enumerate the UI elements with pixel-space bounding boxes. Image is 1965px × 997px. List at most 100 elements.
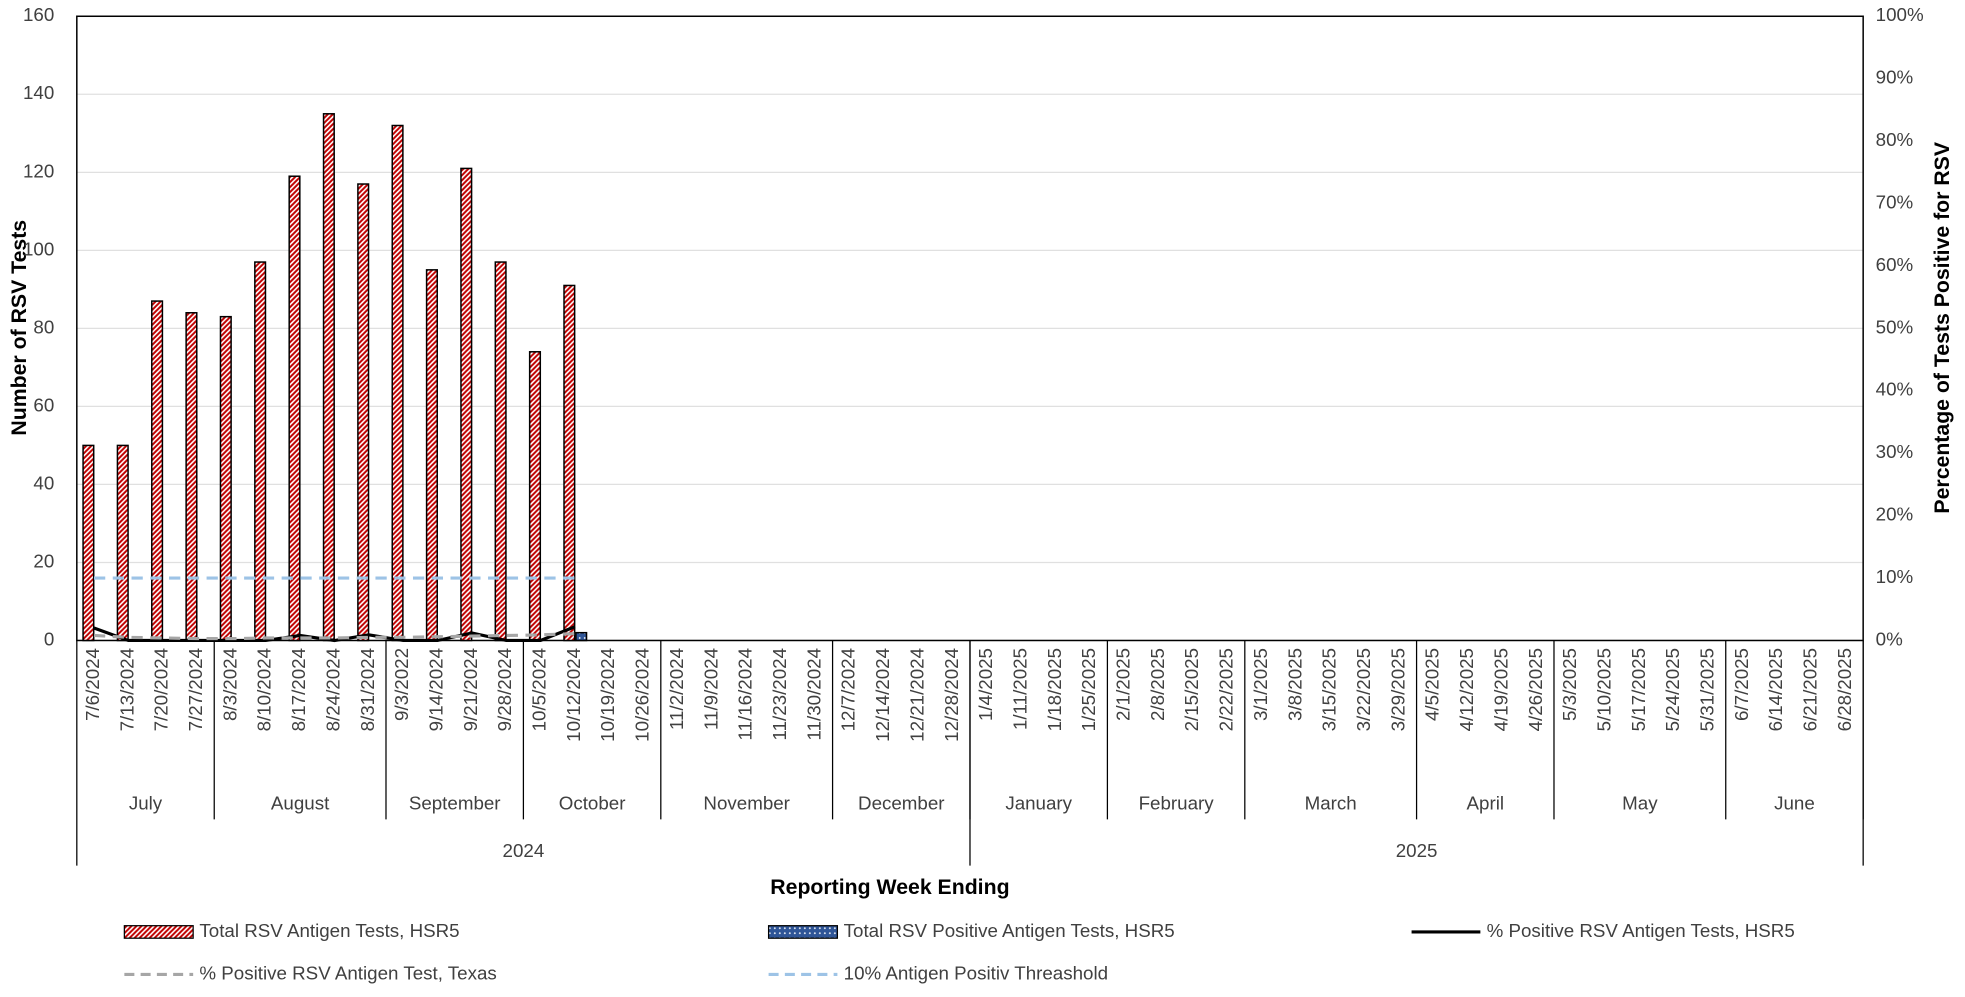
y2-tick-label: 60% — [1876, 254, 1914, 275]
x-tick-label: 3/22/2025 — [1353, 648, 1374, 731]
month-label: November — [703, 792, 790, 813]
x-tick-label: 11/2/2024 — [666, 648, 687, 730]
y2-tick-label: 0% — [1876, 628, 1903, 649]
y-tick-label: 20 — [33, 550, 54, 571]
month-label: June — [1774, 792, 1815, 813]
x-tick-label: 10/19/2024 — [597, 648, 618, 742]
month-label: July — [129, 792, 163, 813]
y2-tick-label: 20% — [1876, 504, 1914, 525]
y2-tick-label: 30% — [1876, 441, 1914, 462]
x-tick-label: 11/9/2024 — [700, 648, 721, 730]
x-tick-label: 7/27/2024 — [185, 648, 206, 731]
x-tick-label: 4/19/2025 — [1490, 648, 1511, 731]
legend-label: Total RSV Antigen Tests, HSR5 — [199, 920, 459, 941]
month-label: February — [1139, 792, 1215, 813]
x-tick-label: 7/20/2024 — [151, 648, 172, 731]
x-tick-label: 3/29/2025 — [1387, 648, 1408, 731]
legend-label: % Positive RSV Antigen Tests, HSR5 — [1487, 920, 1795, 941]
x-tick-label: 10/12/2024 — [563, 648, 584, 742]
month-label: April — [1467, 792, 1505, 813]
bar — [185, 312, 198, 642]
bar — [563, 284, 576, 642]
bar — [219, 315, 232, 642]
x-tick-label: 5/3/2025 — [1559, 648, 1580, 721]
x-tick-label: 6/14/2025 — [1765, 648, 1786, 731]
bar — [322, 113, 335, 642]
x-tick-label: 3/1/2025 — [1250, 648, 1271, 721]
x-tick-label: 2/22/2025 — [1216, 648, 1237, 731]
line — [93, 632, 575, 641]
y2-tick-label: 70% — [1876, 191, 1914, 212]
x-tick-label: 9/21/2024 — [460, 648, 481, 731]
y-tick-label: 140 — [23, 82, 54, 103]
x-tick-label: 7/6/2024 — [82, 648, 103, 721]
month-label: October — [559, 792, 626, 813]
y2-tick-label: 40% — [1876, 379, 1914, 400]
x-tick-label: 11/16/2024 — [735, 648, 756, 740]
x-tick-label: 12/28/2024 — [941, 648, 962, 742]
x-tick-label: 8/3/2024 — [219, 648, 240, 721]
bar — [425, 269, 438, 642]
bar — [151, 300, 164, 642]
x-tick-label: 6/28/2025 — [1834, 648, 1855, 731]
x-tick-label: 1/18/2025 — [1044, 648, 1065, 731]
legend-label: 10% Antigen Positiv Threashold — [844, 962, 1108, 983]
y-tick-label: 160 — [23, 4, 54, 25]
y-tick-label: 40 — [33, 472, 54, 493]
x-tick-label: 8/24/2024 — [322, 648, 343, 731]
bar — [528, 351, 542, 642]
x-tick-label: 4/26/2025 — [1525, 648, 1546, 731]
bar — [82, 444, 95, 642]
bar — [391, 124, 404, 642]
year-label: 2024 — [503, 840, 545, 861]
bar — [460, 167, 473, 642]
x-tick-label: 6/21/2025 — [1800, 648, 1821, 731]
bar — [116, 444, 129, 642]
x-tick-label: 4/5/2025 — [1422, 648, 1443, 721]
x-tick-label: 9/14/2024 — [425, 648, 446, 731]
legend-label: Total RSV Positive Antigen Tests, HSR5 — [844, 920, 1175, 941]
x-axis-title: Reporting Week Ending — [770, 875, 1009, 899]
x-tick-label: 10/26/2024 — [632, 648, 653, 742]
x-tick-label: 5/31/2025 — [1697, 648, 1718, 731]
bar — [288, 175, 301, 642]
month-label: May — [1622, 792, 1658, 813]
y2-tick-label: 50% — [1876, 316, 1914, 337]
legend-swatch — [123, 925, 194, 939]
legend-label: % Positive RSV Antigen Test, Texas — [199, 962, 496, 983]
x-tick-label: 3/8/2025 — [1284, 648, 1305, 721]
x-tick-label: 12/14/2024 — [872, 648, 893, 742]
bar — [575, 631, 588, 642]
x-tick-label: 8/17/2024 — [288, 648, 309, 731]
y-axis-title: Number of RSV Tests — [7, 220, 31, 436]
y2-axis-title: Percentage of Tests Positive for RSV — [1930, 141, 1954, 513]
x-tick-label: 5/10/2025 — [1593, 648, 1614, 731]
x-tick-label: 12/7/2024 — [838, 648, 859, 731]
month-label: January — [1005, 792, 1072, 813]
x-tick-label: 8/31/2024 — [357, 648, 378, 731]
y2-tick-label: 90% — [1876, 67, 1914, 88]
legend-swatch — [767, 925, 839, 939]
x-tick-label: 2/1/2025 — [1113, 648, 1134, 721]
y2-tick-label: 10% — [1876, 566, 1914, 587]
x-tick-label: 1/4/2025 — [975, 648, 996, 721]
bar — [254, 261, 267, 642]
month-label: August — [271, 792, 330, 813]
month-label: March — [1305, 792, 1357, 813]
y-tick-label: 100 — [23, 238, 54, 259]
x-tick-label: 3/15/2025 — [1319, 648, 1340, 731]
y2-tick-label: 100% — [1876, 4, 1924, 25]
y2-tick-label: 80% — [1876, 129, 1914, 150]
x-tick-label: 6/7/2025 — [1731, 648, 1752, 721]
x-tick-label: 8/10/2024 — [254, 648, 275, 731]
y-tick-label: 120 — [23, 160, 54, 181]
x-tick-label: 5/24/2025 — [1662, 648, 1683, 731]
bar — [357, 183, 370, 642]
month-label: September — [409, 792, 501, 813]
x-tick-label: 4/12/2025 — [1456, 648, 1477, 731]
year-label: 2025 — [1396, 840, 1438, 861]
x-tick-label: 7/13/2024 — [116, 648, 137, 731]
x-tick-label: 5/17/2025 — [1628, 648, 1649, 731]
x-tick-label: 2/8/2025 — [1147, 648, 1168, 721]
